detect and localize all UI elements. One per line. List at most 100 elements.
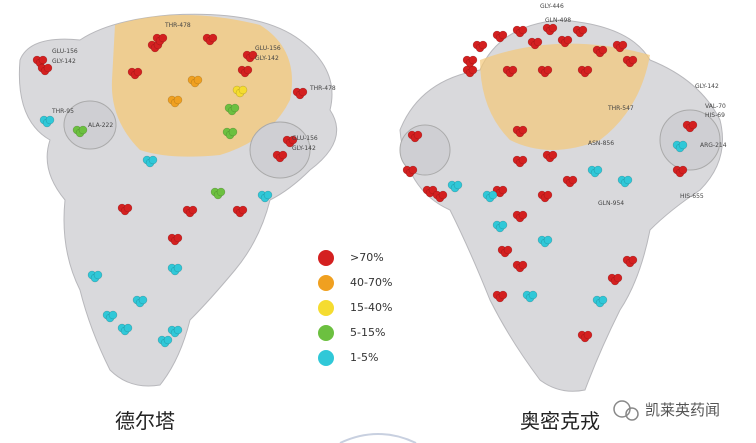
residue-marker bbox=[543, 235, 553, 245]
legend-label: 15-40% bbox=[350, 301, 392, 314]
residue-marker bbox=[108, 310, 118, 320]
legend-swatch bbox=[318, 325, 334, 341]
residue-label: HIS-69 bbox=[705, 112, 725, 119]
residue-label: GLU-156 bbox=[292, 135, 318, 142]
residue-marker bbox=[173, 263, 183, 273]
residue-marker bbox=[518, 210, 528, 220]
residue-marker bbox=[678, 140, 688, 150]
residue-marker bbox=[148, 155, 158, 165]
residue-label: THR-478 bbox=[164, 22, 191, 29]
residue-marker bbox=[598, 45, 608, 55]
watermark: 凯莱英药闻 bbox=[613, 400, 720, 421]
residue-marker bbox=[228, 127, 238, 137]
residue-label: HIS-655 bbox=[680, 193, 704, 200]
residue-label: GLY-446 bbox=[540, 3, 564, 10]
panel-caption: 奥密克戎 bbox=[520, 409, 600, 433]
residue-marker bbox=[498, 220, 508, 230]
residue-label: THR-547 bbox=[607, 105, 634, 112]
residue-marker bbox=[163, 335, 173, 345]
residue-marker bbox=[413, 130, 423, 140]
legend-label: 40-70% bbox=[350, 276, 392, 289]
residue-marker bbox=[208, 33, 218, 43]
residue-marker bbox=[173, 233, 183, 243]
residue-marker bbox=[123, 323, 133, 333]
panel-caption: 德尔塔 bbox=[115, 409, 175, 433]
legend-swatch bbox=[318, 275, 334, 291]
legend-swatch bbox=[318, 350, 334, 366]
legend-label: 5-15% bbox=[350, 326, 385, 339]
residue-marker bbox=[488, 190, 498, 200]
decorative-arc bbox=[339, 433, 417, 443]
residue-marker bbox=[45, 115, 55, 125]
residue-marker bbox=[583, 330, 593, 340]
residue-marker bbox=[593, 165, 603, 175]
residue-label: THR-478 bbox=[309, 85, 336, 92]
residue-marker bbox=[158, 33, 168, 43]
residue-marker bbox=[613, 273, 623, 283]
residue-marker bbox=[173, 325, 183, 335]
residue-marker bbox=[188, 205, 198, 215]
residue-marker bbox=[123, 203, 133, 213]
residue-marker bbox=[438, 190, 448, 200]
residue-marker bbox=[563, 35, 573, 45]
legend-swatch bbox=[318, 300, 334, 316]
residue-marker bbox=[453, 180, 463, 190]
residue-marker bbox=[238, 205, 248, 215]
residue-marker bbox=[216, 187, 226, 197]
residue-marker bbox=[408, 165, 418, 175]
residue-label: ASN-856 bbox=[588, 140, 614, 147]
omicron-structure bbox=[399, 19, 723, 392]
residue-marker bbox=[138, 295, 148, 305]
residue-marker bbox=[238, 85, 248, 95]
residue-marker bbox=[688, 120, 698, 130]
residue-label: GLY-142 bbox=[695, 83, 719, 90]
residue-marker bbox=[618, 40, 628, 50]
residue-label: GLN-498 bbox=[545, 17, 571, 24]
residue-marker bbox=[498, 30, 508, 40]
delta-structure bbox=[18, 13, 338, 387]
residue-label: GLN-954 bbox=[598, 200, 624, 207]
residue-marker bbox=[518, 125, 528, 135]
residue-label: GLY-142 bbox=[292, 145, 316, 152]
residue-marker bbox=[518, 260, 528, 270]
residue-marker bbox=[288, 135, 298, 145]
residue-marker bbox=[193, 75, 203, 85]
residue-marker bbox=[93, 270, 103, 280]
residue-marker bbox=[498, 185, 508, 195]
legend: >70% 40-70% 15-40% 5-15% 1-5% bbox=[318, 250, 392, 366]
residue-marker bbox=[133, 67, 143, 77]
residue-marker bbox=[583, 65, 593, 75]
residue-label: VAL-70 bbox=[705, 103, 726, 110]
residue-marker bbox=[263, 190, 273, 200]
residue-marker bbox=[628, 255, 638, 265]
residue-label: ARG-214 bbox=[700, 142, 727, 149]
residue-label: GLY-142 bbox=[255, 55, 279, 62]
residue-marker bbox=[628, 55, 638, 65]
legend-label: 1-5% bbox=[350, 351, 378, 364]
residue-marker bbox=[528, 290, 538, 300]
residue-label: GLU-156 bbox=[255, 45, 281, 52]
residue-marker bbox=[230, 103, 240, 113]
residue-marker bbox=[78, 125, 88, 135]
residue-marker bbox=[568, 175, 578, 185]
residue-marker bbox=[578, 25, 588, 35]
residue-label: ALA-222 bbox=[88, 122, 113, 129]
residue-marker bbox=[298, 87, 308, 97]
residue-marker bbox=[548, 150, 558, 160]
residue-marker bbox=[518, 155, 528, 165]
residue-marker bbox=[548, 23, 558, 33]
residue-label: GLU-156 bbox=[52, 48, 78, 55]
residue-marker bbox=[38, 55, 48, 65]
residue-marker bbox=[248, 50, 258, 60]
residue-label: GLY-142 bbox=[52, 58, 76, 65]
residue-marker bbox=[543, 65, 553, 75]
residue-label: THR-95 bbox=[51, 108, 74, 115]
watermark-text: 凯莱英药闻 bbox=[645, 401, 720, 419]
legend-swatch bbox=[318, 250, 334, 266]
residue-marker bbox=[498, 290, 508, 300]
residue-marker bbox=[503, 245, 513, 255]
residue-marker bbox=[468, 65, 478, 75]
legend-label: >70% bbox=[350, 251, 384, 264]
residue-marker bbox=[278, 150, 288, 160]
